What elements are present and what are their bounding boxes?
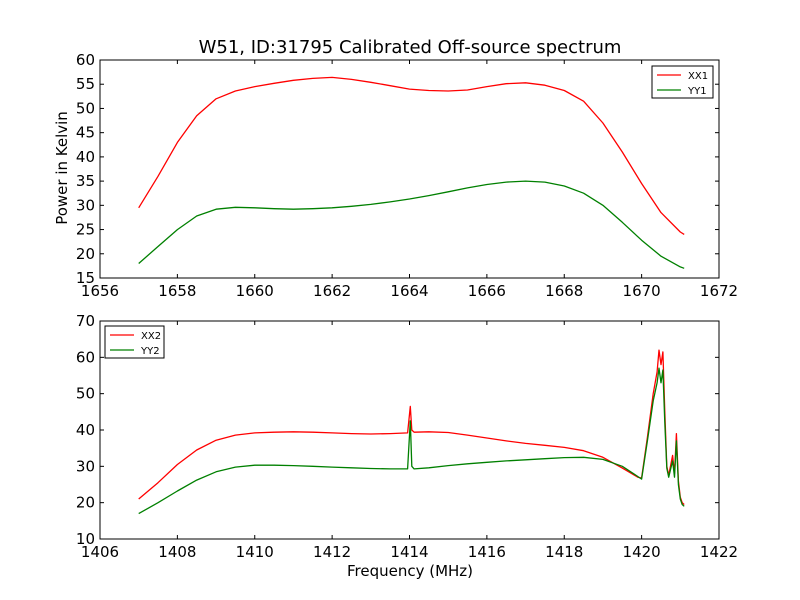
top-chart-title: W51, ID:31795 Calibrated Off-source spec…	[199, 37, 622, 58]
bottom-x-tick-label: 1414	[390, 543, 428, 561]
top-y-axis-label: Power in Kelvin	[53, 111, 71, 225]
bottom-x-tick-label: 1416	[468, 543, 506, 561]
top-y-tick-label: 45	[76, 124, 95, 142]
bottom-x-tick-label: 1406	[81, 543, 119, 561]
top-x-tick-label: 1668	[545, 282, 583, 300]
top-axis-ticks: 1656 1658 1660 1662 1664 1666 1668 1670 1672 15 20…	[76, 51, 738, 300]
top-legend: XX1 YY1	[651, 65, 714, 99]
top-y-tick-label: 40	[76, 148, 95, 166]
series-line-xx1	[138, 76, 685, 235]
bottom-y-tick-label: 60	[76, 348, 95, 366]
top-x-tick-label: 1656	[81, 282, 119, 300]
top-legend-box	[651, 65, 714, 99]
bottom-plot-frame	[99, 320, 720, 540]
bottom-y-tick-label: 20	[76, 494, 95, 512]
top-y-tick-label: 25	[76, 221, 95, 239]
bottom-y-tick-label: 50	[76, 385, 95, 403]
legend-label-yy1: YY1	[687, 86, 707, 97]
top-spectrum-panel: W51, ID:31795 Calibrated Off-source spec…	[53, 37, 738, 300]
bottom-legend: XX2 YY2	[104, 325, 165, 359]
bottom-x-tick-label: 1418	[545, 543, 583, 561]
legend-label-xx2: XX2	[141, 331, 161, 342]
top-x-tick-label: 1662	[313, 282, 351, 300]
top-series-group	[138, 76, 685, 269]
top-x-tick-label: 1666	[468, 282, 506, 300]
top-x-tick-label: 1658	[158, 282, 196, 300]
bottom-x-tick-label: 1408	[158, 543, 196, 561]
bottom-y-tick-label: 10	[76, 530, 95, 548]
top-y-tick-label: 55	[76, 75, 95, 93]
top-plot-frame	[99, 59, 720, 279]
top-y-tick-label: 15	[76, 269, 95, 287]
top-x-tick-label: 1664	[390, 282, 428, 300]
bottom-y-tick-label: 40	[76, 421, 95, 439]
top-x-tick-label: 1672	[700, 282, 738, 300]
top-y-tick-label: 30	[76, 196, 95, 214]
top-y-tick-label: 20	[76, 245, 95, 263]
bottom-axis-ticks: 1406 1408 1410 1412 1414 1416 1418 1420 1422 10 20…	[76, 312, 738, 561]
series-line-yy1	[138, 180, 685, 269]
bottom-x-tick-label: 1420	[623, 543, 661, 561]
top-y-tick-label: 35	[76, 172, 95, 190]
bottom-x-tick-label: 1412	[313, 543, 351, 561]
bottom-x-tick-label: 1422	[700, 543, 738, 561]
legend-label-xx1: XX1	[688, 71, 708, 82]
series-line-yy2	[138, 367, 685, 515]
bottom-series-group	[138, 349, 685, 515]
top-x-tick-label: 1660	[236, 282, 274, 300]
bottom-spectrum-panel: Frequency (MHz) 1406 1408 1410 1412 1414 1416…	[76, 312, 738, 580]
bottom-x-tick-label: 1410	[236, 543, 274, 561]
legend-label-yy2: YY2	[140, 346, 160, 357]
top-x-tick-label: 1670	[623, 282, 661, 300]
bottom-y-tick-label: 30	[76, 457, 95, 475]
top-y-tick-label: 60	[76, 51, 95, 69]
bottom-x-axis-label: Frequency (MHz)	[347, 562, 473, 580]
top-y-tick-label: 50	[76, 99, 95, 117]
bottom-y-tick-label: 70	[76, 312, 95, 330]
bottom-legend-box	[104, 325, 165, 359]
